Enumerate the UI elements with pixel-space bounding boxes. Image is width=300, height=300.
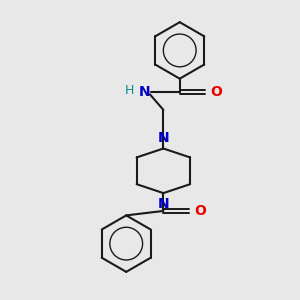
Text: O: O	[194, 204, 206, 218]
Text: N: N	[158, 131, 169, 145]
Text: N: N	[138, 85, 150, 99]
Text: H: H	[125, 84, 134, 97]
Text: O: O	[210, 85, 222, 99]
Text: N: N	[158, 197, 169, 211]
